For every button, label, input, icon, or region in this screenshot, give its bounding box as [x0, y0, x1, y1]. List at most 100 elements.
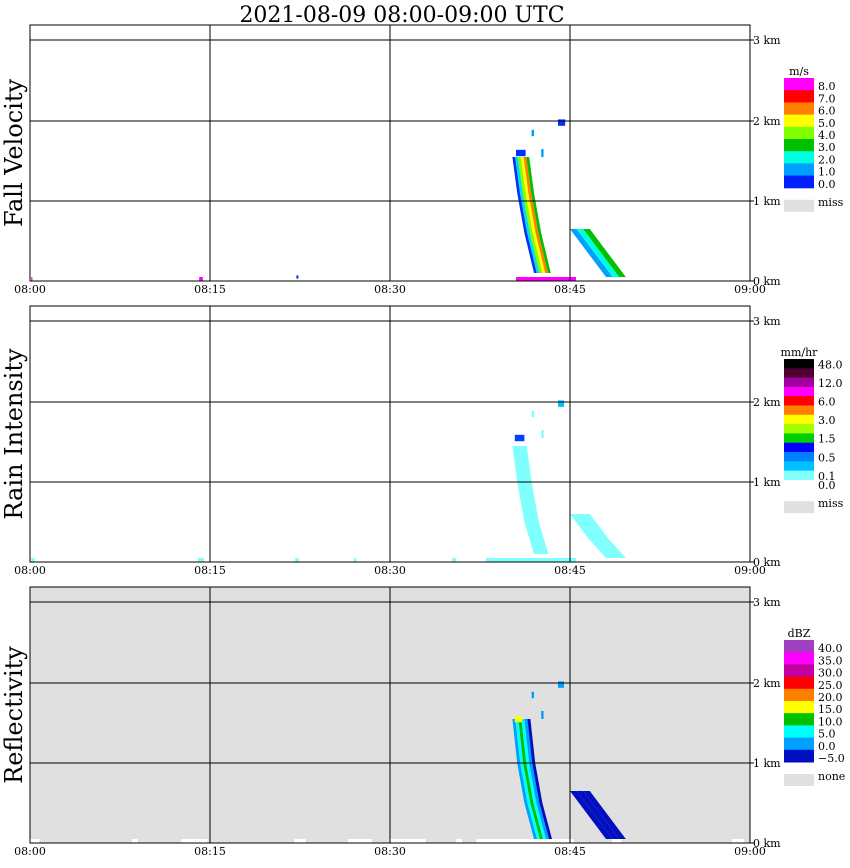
panel-1: 08:00 08:15 08:30 08:45 09:000 km 1 km 2 km 3 k… — [0, 24, 844, 296]
legend-label: 1.0 — [818, 166, 836, 179]
legend-swatch — [784, 725, 814, 739]
echo-band — [520, 157, 546, 273]
y-tick-label: 2 km — [753, 396, 781, 409]
y-tick-label: 0 km — [753, 837, 781, 850]
legend-label: 3.0 — [818, 414, 836, 427]
legend-label: 48.0 — [818, 358, 843, 371]
x-tick-label: 08:15 — [194, 564, 226, 577]
legend-miss-label: miss — [818, 497, 844, 510]
legend-miss-label: none — [818, 770, 845, 783]
legend-label: 0.1 — [818, 470, 836, 483]
legend-swatch — [784, 701, 814, 714]
panel-3: 08:00 08:15 08:30 08:45 09:000 km 1 km 2 km 3 k… — [0, 586, 845, 858]
legend-swatch — [784, 640, 814, 653]
surface-echo — [199, 277, 203, 281]
echo-top — [516, 149, 526, 157]
echo-band — [524, 719, 549, 839]
legend-label: −5.0 — [818, 752, 845, 765]
legend-swatch — [784, 377, 814, 388]
echo-top — [514, 434, 525, 442]
legend-label: 5.0 — [818, 728, 836, 741]
legend-label: 25.0 — [818, 679, 843, 692]
y-tick-label: 1 km — [753, 757, 781, 770]
y-tick-label: 0 km — [753, 275, 781, 288]
surface-echo — [132, 839, 138, 843]
legend-label: 1.5 — [818, 433, 836, 446]
panel-label: Reflectivity — [0, 646, 28, 784]
legend-swatch — [784, 688, 814, 702]
surface-echo — [486, 558, 576, 562]
legend-swatch — [784, 90, 814, 103]
x-tick-label: 08:00 — [14, 845, 46, 858]
x-tick-label: 09:00 — [734, 283, 766, 296]
surface-echo — [516, 277, 576, 281]
legend-miss-swatch — [784, 774, 814, 786]
panels: 08:00 08:15 08:30 08:45 09:000 km1 km2 km3 k… — [0, 24, 845, 858]
legend-label: 15.0 — [818, 703, 843, 716]
echo-band — [570, 791, 613, 839]
echo-band — [523, 157, 548, 273]
legend-swatch — [784, 386, 814, 397]
surface-echo — [295, 558, 299, 562]
legend-swatch — [784, 479, 814, 490]
legend-swatch — [784, 461, 814, 472]
y-tick-label: 2 km — [753, 115, 781, 128]
echo-band — [515, 719, 540, 839]
legend-swatch — [784, 424, 814, 434]
surface-echo — [198, 558, 204, 562]
legend-swatch — [784, 139, 814, 152]
echo-blob — [558, 400, 564, 407]
legend-miss-swatch — [784, 199, 814, 212]
x-tick-label: 09:00 — [734, 845, 766, 858]
surface-echo — [348, 839, 372, 843]
echo-band — [518, 719, 543, 839]
x-tick-label: 08:15 — [194, 283, 226, 296]
echo-band — [570, 229, 613, 277]
legend-swatch — [784, 713, 814, 726]
echo-band — [570, 514, 613, 558]
echo-blob — [558, 119, 566, 126]
legend-swatch — [784, 664, 814, 678]
surface-echo — [181, 839, 208, 843]
legend-label: 3.0 — [818, 141, 836, 154]
data-layer — [31, 400, 626, 562]
echo-top — [514, 715, 522, 723]
x-tick-label: 08:15 — [194, 845, 226, 858]
legend-label: 35.0 — [818, 654, 843, 667]
legend-label: 5.0 — [818, 117, 836, 130]
echo-band — [583, 514, 626, 558]
legend-swatch — [784, 102, 814, 116]
y-tick-label: 3 km — [753, 315, 781, 328]
echo-blob — [541, 149, 544, 157]
echo-band — [527, 719, 552, 839]
surface-echo — [732, 839, 744, 843]
echo-blob — [531, 129, 534, 137]
x-tick-label: 08:30 — [374, 845, 406, 858]
legend-unit: m/s — [789, 65, 809, 78]
legend-label: 10.0 — [818, 715, 843, 728]
legend-label: 2.0 — [818, 153, 836, 166]
legend-label: 0.0 — [818, 479, 836, 492]
legend-swatch — [784, 126, 814, 140]
echo-blob — [531, 410, 534, 418]
echo-band — [512, 446, 549, 554]
legend-label: 20.0 — [818, 691, 843, 704]
legend-swatch — [784, 452, 814, 462]
chart-title: 2021-08-09 08:00-09:00 UTC — [239, 3, 564, 28]
plot-frame — [29, 24, 751, 282]
echo-band — [576, 229, 620, 277]
panel-label: Rain Intensity — [0, 348, 28, 520]
surface-echo — [390, 839, 426, 843]
data-layer — [31, 119, 626, 281]
legend-label: 40.0 — [818, 642, 843, 655]
legend-swatch — [784, 749, 814, 763]
plot-frame — [29, 305, 751, 563]
x-tick-label: 08:30 — [374, 564, 406, 577]
y-tick-label: 1 km — [753, 476, 781, 489]
echo-blob — [541, 430, 544, 438]
legend-label: 0.5 — [818, 451, 836, 464]
legend-swatch — [784, 676, 814, 690]
surface-echo — [31, 558, 35, 562]
echo-blob — [296, 275, 299, 279]
legend-label: 30.0 — [818, 667, 843, 680]
